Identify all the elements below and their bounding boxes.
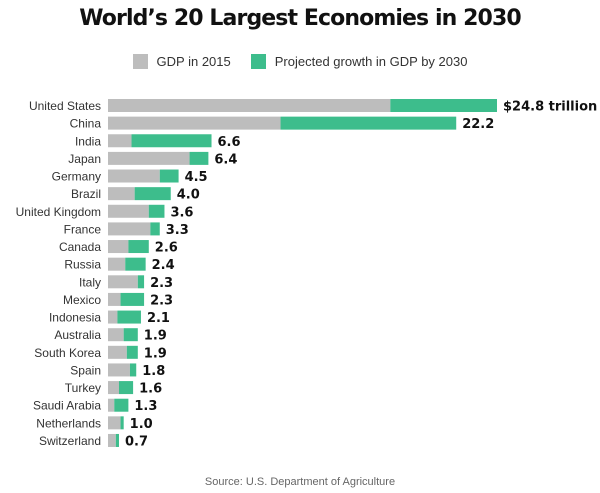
bar-growth-switzerland <box>115 433 119 447</box>
category-label-australia: Australia <box>54 328 101 342</box>
value-label-turkey: 1.6 <box>139 382 162 397</box>
legend: GDP in 2015 Projected growth in GDP by 2… <box>0 54 600 69</box>
category-label-saudi-arabia: Saudi Arabia <box>33 399 101 413</box>
legend-swatch-growth <box>250 54 266 69</box>
value-label-china: 22.2 <box>462 117 494 132</box>
value-label-russia: 2.4 <box>152 258 175 273</box>
bar-gdp-2015-south-korea <box>108 345 127 359</box>
value-label-canada: 2.6 <box>155 241 178 256</box>
legend-swatch-gdp-2015 <box>132 54 148 69</box>
chart-title: World’s 20 Largest Economies in 2030 <box>79 6 521 31</box>
bar-gdp-2015-australia <box>108 328 124 342</box>
value-label-france: 3.3 <box>166 223 189 238</box>
bar-gdp-2015-turkey <box>108 381 119 395</box>
value-label-indonesia: 2.1 <box>147 311 170 326</box>
value-label-australia: 1.9 <box>144 329 167 344</box>
bar-gdp-2015-spain <box>108 363 130 377</box>
bar-gdp-2015-united-states <box>108 99 391 112</box>
bar-growth-indonesia <box>117 310 141 324</box>
category-label-turkey: Turkey <box>65 381 101 395</box>
bar-growth-china <box>280 116 457 130</box>
category-label-china: China <box>70 117 102 131</box>
bar-growth-netherlands <box>120 416 124 430</box>
value-label-mexico: 2.3 <box>150 293 173 308</box>
legend-item-gdp-2015: GDP in 2015 <box>132 54 231 69</box>
bar-growth-united-states <box>390 99 497 112</box>
bar-growth-france <box>150 222 160 236</box>
value-label-italy: 2.3 <box>150 276 173 291</box>
bar-gdp-2015-germany <box>108 169 160 183</box>
category-label-france: France <box>64 222 102 236</box>
bar-gdp-2015-saudi-arabia <box>108 398 115 412</box>
bar-growth-saudi-arabia <box>114 398 129 412</box>
bar-gdp-2015-brazil <box>108 187 135 201</box>
bar-gdp-2015-indonesia <box>108 310 118 324</box>
bar-growth-italy <box>137 275 145 289</box>
bar-gdp-2015-russia <box>108 257 126 271</box>
category-label-mexico: Mexico <box>63 293 101 307</box>
value-label-japan: 6.4 <box>214 152 237 167</box>
value-label-united-kingdom: 3.6 <box>170 205 193 220</box>
bar-growth-spain <box>129 363 137 377</box>
legend-item-growth: Projected growth in GDP by 2030 <box>250 54 468 69</box>
source-note: Source: U.S. Department of Agriculture <box>204 476 396 488</box>
category-label-germany: Germany <box>52 170 101 184</box>
value-label-india: 6.6 <box>218 135 241 150</box>
bar-growth-india <box>131 134 212 148</box>
bar-gdp-2015-mexico <box>108 292 121 306</box>
value-label-netherlands: 1.0 <box>130 417 153 432</box>
category-label-switzerland: Switzerland <box>39 434 101 448</box>
legend-label-gdp-2015: GDP in 2015 <box>156 54 231 69</box>
category-label-spain: Spain <box>70 363 101 377</box>
value-label-spain: 1.8 <box>142 364 165 379</box>
legend-label-growth: Projected growth in GDP by 2030 <box>274 54 468 69</box>
bar-growth-germany <box>159 169 179 183</box>
value-label-saudi-arabia: 1.3 <box>134 399 157 414</box>
bar-gdp-2015-italy <box>108 275 138 289</box>
category-label-italy: Italy <box>79 275 101 289</box>
bar-gdp-2015-france <box>108 222 151 236</box>
bar-growth-brazil <box>134 187 171 201</box>
category-label-netherlands: Netherlands <box>36 416 101 430</box>
value-label-switzerland: 0.7 <box>125 434 148 449</box>
bar-growth-united-kingdom <box>148 204 165 218</box>
bar-gdp-2015-india <box>108 134 132 148</box>
bar-growth-canada <box>128 240 149 254</box>
category-label-indonesia: Indonesia <box>49 311 101 325</box>
bar-gdp-2015-united-kingdom <box>108 204 149 218</box>
bar-gdp-2015-switzerland <box>108 433 116 447</box>
category-label-japan: Japan <box>68 152 101 166</box>
category-label-south-korea: South Korea <box>34 346 101 360</box>
bar-gdp-2015-china <box>108 116 281 130</box>
value-label-germany: 4.5 <box>185 170 208 185</box>
bar-gdp-2015-canada <box>108 240 129 254</box>
category-label-canada: Canada <box>59 240 101 254</box>
bar-growth-mexico <box>120 292 145 306</box>
category-label-united-states: United States <box>29 99 101 113</box>
bar-growth-japan <box>189 151 209 165</box>
category-label-united-kingdom: United Kingdom <box>16 205 101 219</box>
bar-growth-australia <box>123 328 138 342</box>
value-label-united-states: $24.8 trillion <box>503 100 597 115</box>
category-label-india: India <box>75 134 101 148</box>
category-label-russia: Russia <box>64 258 101 272</box>
bar-growth-russia <box>125 257 146 271</box>
value-label-brazil: 4.0 <box>177 188 200 203</box>
bar-gdp-2015-japan <box>108 151 190 165</box>
value-label-south-korea: 1.9 <box>144 346 167 361</box>
category-label-brazil: Brazil <box>71 187 101 201</box>
bar-growth-turkey <box>118 381 134 395</box>
bar-growth-south-korea <box>126 345 138 359</box>
bar-gdp-2015-netherlands <box>108 416 121 430</box>
